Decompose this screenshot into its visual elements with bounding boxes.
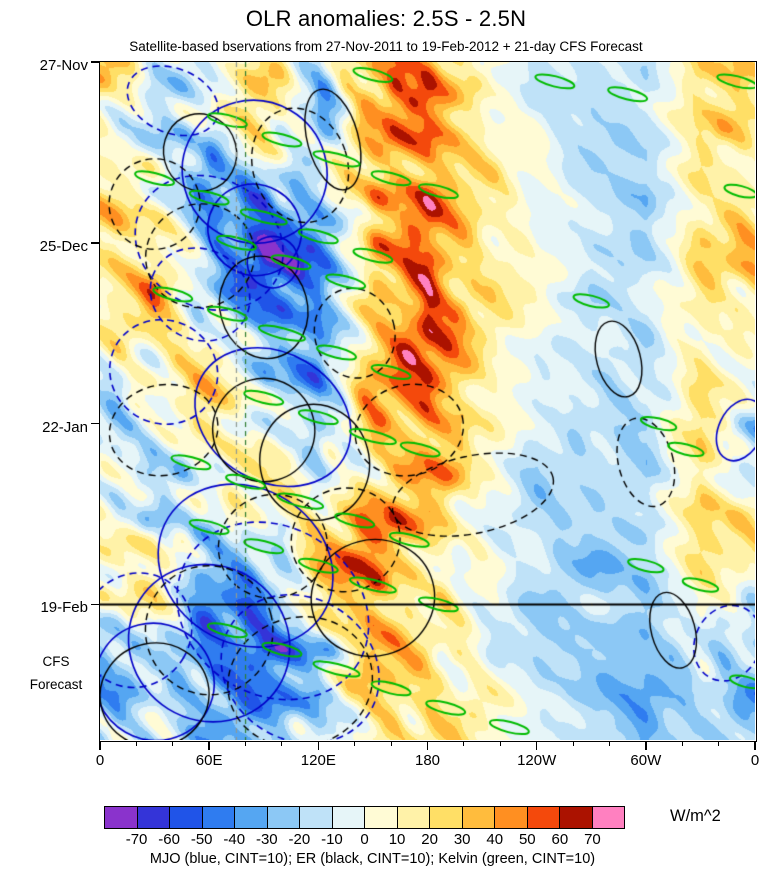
x-minor-tick-mark (572, 741, 574, 746)
contour-legend-note: MJO (blue, CINT=10); ER (black, CINT=10)… (149, 851, 596, 867)
x-tick-mark (426, 741, 429, 750)
colorbar-segment (462, 807, 495, 828)
x-tick-label: 0 (95, 752, 105, 769)
colorbar-tick-label: 0 (360, 831, 369, 848)
x-tick-label: 60E (195, 752, 223, 769)
colorbar-tick-label: -60 (158, 831, 180, 848)
colorbar-segment (170, 807, 203, 828)
colorbar-tick-label: -40 (223, 831, 246, 848)
x-minor-tick-mark (681, 741, 683, 746)
colorbar-segment (137, 807, 170, 828)
colorbar-tick-label: -50 (190, 831, 213, 848)
x-tick-label: 180 (414, 752, 441, 769)
colorbar-tick-label: 40 (486, 831, 504, 848)
colorbar-segment (560, 807, 593, 828)
x-tick-label: 0 (750, 752, 760, 769)
y-tick-mark (90, 242, 99, 244)
x-tick-mark (754, 741, 756, 750)
x-minor-tick-mark (608, 741, 610, 746)
colorbar-tick-label: 30 (453, 831, 471, 848)
colorbar-segment (300, 807, 333, 828)
colorbar-tick-label: 50 (518, 831, 536, 848)
x-minor-tick-mark (354, 741, 356, 746)
colorbar (104, 806, 625, 829)
colorbar-tick-label: 10 (388, 831, 406, 848)
forecast-label-line1: CFS (42, 654, 70, 669)
x-minor-tick-mark (718, 741, 720, 746)
colorbar-tick-label: 60 (551, 831, 569, 848)
colorbar-segment (105, 807, 138, 828)
x-tick-label: 60W (630, 752, 662, 769)
x-tick-label: 120E (300, 752, 336, 769)
chart-subtitle: Satellite-based bservations from 27-Nov-… (129, 39, 643, 54)
y-tick-label: 25-Dec (39, 237, 88, 255)
x-minor-tick-mark (281, 741, 283, 746)
x-minor-tick-mark (245, 741, 247, 746)
colorbar-segment (397, 807, 430, 828)
x-tick-mark (317, 741, 320, 750)
colorbar-tick-label: -30 (255, 831, 278, 848)
x-minor-tick-mark (172, 741, 174, 746)
y-tick-mark (90, 422, 99, 425)
forecast-label-line2: Forecast (29, 677, 83, 692)
colorbar-unit-label: W/m^2 (670, 807, 721, 825)
forecast-period-label: CFS Forecast (2, 650, 110, 696)
plot-area (98, 60, 757, 742)
x-minor-tick-mark (499, 741, 501, 746)
x-tick-label: 120W (517, 752, 557, 769)
colorbar-segment (592, 807, 624, 828)
colorbar-segment (267, 807, 300, 828)
colorbar-tick-label: 20 (421, 831, 438, 848)
y-tick-label: 27-Nov (39, 57, 88, 74)
x-tick-mark (208, 741, 210, 750)
y-tick-mark (90, 61, 99, 63)
colorbar-tick-label: -20 (288, 831, 311, 848)
x-minor-tick-mark (390, 741, 392, 746)
colorbar-tick-label: -10 (321, 831, 343, 848)
colorbar-segment (235, 807, 268, 828)
x-tick-mark (535, 741, 538, 750)
x-minor-tick-mark (135, 741, 137, 746)
page-title: OLR anomalies: 2.5S - 2.5N (245, 6, 527, 31)
x-minor-tick-mark (463, 741, 465, 746)
colorbar-segment (332, 807, 365, 828)
colorbar-segment (202, 807, 235, 828)
colorbar-tick-label: 70 (584, 831, 601, 848)
x-tick-mark (645, 741, 647, 750)
x-tick-mark (99, 741, 101, 750)
colorbar-segment (527, 807, 560, 828)
colorbar-segment (495, 807, 528, 828)
hovmoller-canvas (99, 61, 755, 740)
colorbar-tick-label: -70 (125, 831, 148, 848)
y-tick-mark (90, 603, 99, 606)
colorbar-segment (365, 807, 398, 828)
colorbar-segment (430, 807, 463, 828)
y-tick-label: 22-Jan (42, 418, 88, 436)
y-tick-label: 19-Feb (40, 599, 88, 617)
